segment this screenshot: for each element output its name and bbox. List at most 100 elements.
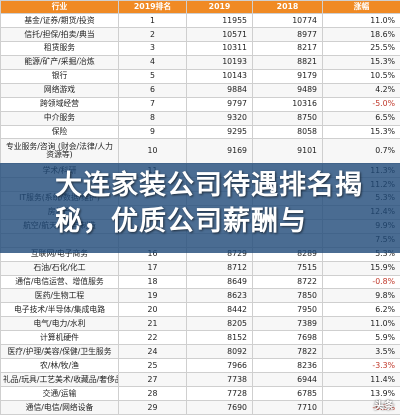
cell-salary-2019: 7738	[186, 372, 253, 388]
table-row: 通信/电信/网络设备 29 7690 7710 -0.3%	[0, 399, 400, 415]
cell-growth: 11.4%	[322, 372, 400, 388]
cell-salary-2018: 6944	[252, 372, 323, 388]
table-row: 基金/证券/期货/投资 1 11955 10774 11.0%	[0, 13, 400, 28]
cell-growth: 4.2%	[322, 82, 400, 98]
cell-rank: 29	[118, 399, 187, 415]
cell-industry: 专业服务/咨询 (财会/法律/人力资源等)	[0, 138, 119, 165]
cell-salary-2018: 8977	[252, 26, 323, 42]
cell-growth: 18.6%	[322, 26, 400, 42]
cell-salary-2019: 8205	[186, 316, 253, 332]
cell-growth: 15.9%	[322, 260, 400, 276]
cell-growth: 3.5%	[322, 344, 400, 360]
header-salary-2019: 2019	[186, 0, 253, 14]
cell-salary-2018: 10316	[252, 96, 323, 112]
table-row: 租赁服务 3 10311 8217 25.5%	[0, 40, 400, 56]
table-row: 农/林/牧/渔 25 7966 8236 -3.3%	[0, 358, 400, 374]
table-row: 礼品/玩具/工艺美术/收藏品/奢侈品 27 7738 6944 11.4%	[0, 372, 400, 388]
cell-rank: 7	[118, 96, 187, 112]
table-row: 中介服务 8 9320 8750 6.5%	[0, 110, 400, 126]
cell-salary-2019: 8623	[186, 288, 253, 304]
table-row: 网络游戏 6 9884 9489 4.2%	[0, 82, 400, 98]
cell-growth: 9.8%	[322, 288, 400, 304]
cell-industry: 租赁服务	[0, 40, 119, 56]
headline-text: 大连家装公司待遇排名揭秘，优质公司薪酬与	[55, 170, 363, 237]
cell-salary-2018: 8217	[252, 40, 323, 56]
cell-salary-2019: 9797	[186, 96, 253, 112]
cell-industry: 通信/电信运营、增值服务	[0, 274, 119, 290]
cell-rank: 17	[118, 260, 187, 276]
cell-rank: 24	[118, 344, 187, 360]
cell-salary-2018: 9489	[252, 82, 323, 98]
cell-salary-2019: 10143	[186, 68, 253, 84]
cell-rank: 18	[118, 274, 187, 290]
cell-salary-2019: 10193	[186, 54, 253, 70]
cell-growth: 6.2%	[322, 302, 400, 318]
table-row: 通信/电信运营、增值服务 18 8649 8722 -0.8%	[0, 274, 400, 290]
header-rank-2019: 2019排名	[118, 0, 187, 14]
table-row: 保险 9 9295 8058 15.3%	[0, 124, 400, 140]
cell-growth: 11.0%	[322, 13, 400, 28]
cell-salary-2019: 7966	[186, 358, 253, 374]
cell-salary-2018: 9179	[252, 68, 323, 84]
cell-rank: 27	[118, 372, 187, 388]
cell-salary-2019: 7690	[186, 399, 253, 415]
cell-industry: 能源/矿产/采掘/冶炼	[0, 54, 119, 70]
cell-rank: 3	[118, 40, 187, 56]
cell-salary-2019: 8442	[186, 302, 253, 318]
cell-growth: 0.7%	[322, 138, 400, 165]
cell-salary-2019: 11955	[186, 13, 253, 28]
table-row: 跨领域经营 7 9797 10316 -5.0%	[0, 96, 400, 112]
cell-industry: 礼品/玩具/工艺美术/收藏品/奢侈品	[0, 372, 119, 388]
cell-industry: 中介服务	[0, 110, 119, 126]
cell-salary-2018: 7698	[252, 330, 323, 346]
cell-rank: 21	[118, 316, 187, 332]
cell-salary-2019: 9169	[186, 138, 253, 165]
cell-salary-2019: 8092	[186, 344, 253, 360]
cell-salary-2018: 8722	[252, 274, 323, 290]
table-row: 交通/运输 28 7728 6785 13.9%	[0, 386, 400, 401]
table-header-row: 行业 2019排名 2019 2018 涨幅	[0, 0, 400, 14]
cell-growth: 10.5%	[322, 68, 400, 84]
cell-salary-2019: 7728	[186, 386, 253, 401]
cell-industry: 医疗/护理/美容/保健/卫生服务	[0, 344, 119, 360]
cell-salary-2019: 9884	[186, 82, 253, 98]
cell-salary-2018: 8058	[252, 124, 323, 140]
header-salary-2018: 2018	[252, 0, 323, 14]
cell-industry: 跨领域经营	[0, 96, 119, 112]
cell-rank: 2	[118, 26, 187, 42]
cell-salary-2018: 8236	[252, 358, 323, 374]
table-row: 计算机硬件 22 8152 7698 5.9%	[0, 330, 400, 346]
cell-salary-2018: 7515	[252, 260, 323, 276]
table-row: 信托/担保/拍卖/典当 2 10571 8977 18.6%	[0, 26, 400, 42]
cell-industry: 电子技术/半导体/集成电路	[0, 302, 119, 318]
cell-salary-2018: 8821	[252, 54, 323, 70]
brand-watermark: 头条	[374, 401, 394, 412]
table-row: 石油/石化/化工 17 8712 7515 15.9%	[0, 260, 400, 276]
table-row: 专业服务/咨询 (财会/法律/人力资源等) 10 9169 9101 0.7%	[0, 138, 400, 165]
cell-rank: 9	[118, 124, 187, 140]
cell-industry: 医药/生物工程	[0, 288, 119, 304]
cell-rank: 25	[118, 358, 187, 374]
cell-growth: 6.5%	[322, 110, 400, 126]
cell-salary-2018: 10774	[252, 13, 323, 28]
cell-industry: 计算机硬件	[0, 330, 119, 346]
headline-banner	[0, 163, 400, 253]
cell-salary-2019: 9320	[186, 110, 253, 126]
cell-salary-2018: 7822	[252, 344, 323, 360]
cell-growth: -0.8%	[322, 274, 400, 290]
cell-industry: 网络游戏	[0, 82, 119, 98]
cell-salary-2018: 7850	[252, 288, 323, 304]
cell-salary-2018: 9101	[252, 138, 323, 165]
cell-rank: 6	[118, 82, 187, 98]
cell-rank: 4	[118, 54, 187, 70]
cell-growth: 11.0%	[322, 316, 400, 332]
cell-rank: 20	[118, 302, 187, 318]
cell-salary-2019: 10571	[186, 26, 253, 42]
cell-growth: -5.0%	[322, 96, 400, 112]
cell-growth: -0.3%	[322, 399, 400, 415]
table-row: 电气/电力/水利 21 8205 7389 11.0%	[0, 316, 400, 332]
cell-salary-2019: 9295	[186, 124, 253, 140]
cell-salary-2019: 8649	[186, 274, 253, 290]
cell-rank: 8	[118, 110, 187, 126]
cell-rank: 10	[118, 138, 187, 165]
